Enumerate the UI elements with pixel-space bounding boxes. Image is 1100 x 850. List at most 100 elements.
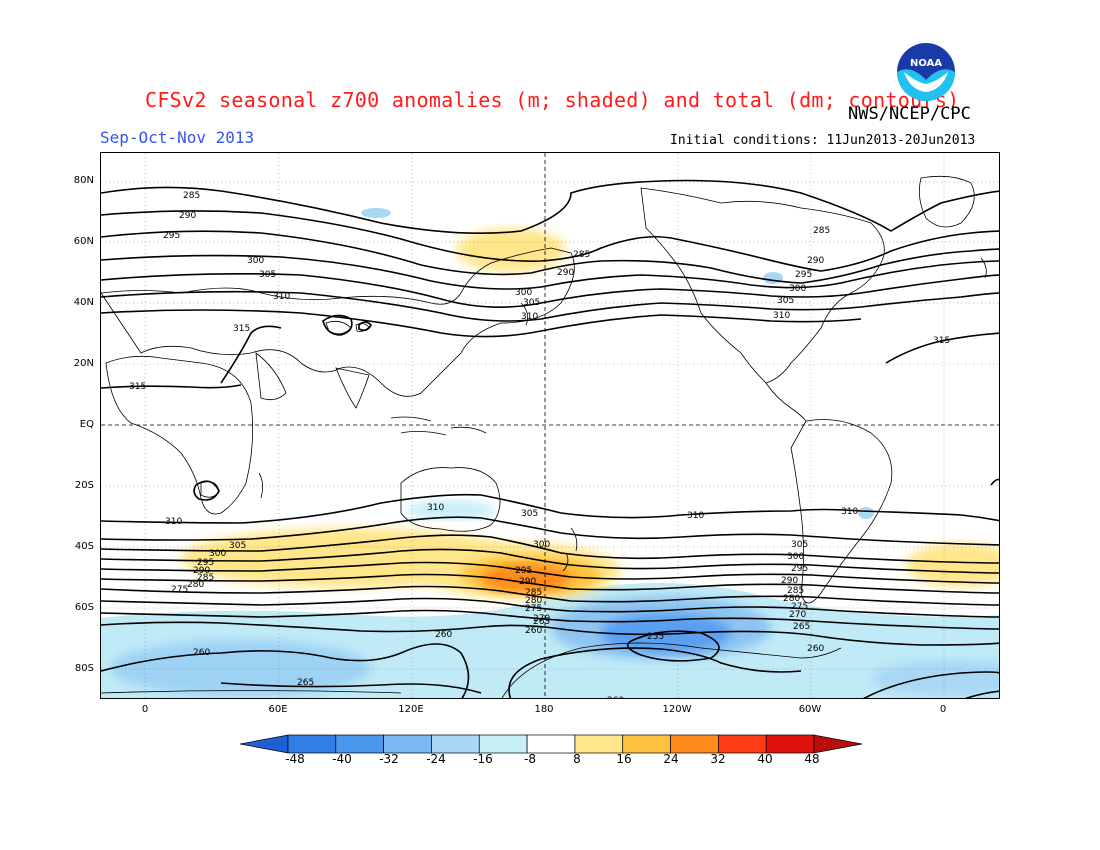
contour-label: 310 — [427, 503, 444, 513]
colorbar-tick: 48 — [804, 752, 820, 766]
contour-label: 285 — [525, 588, 542, 598]
contour-label: 265 — [297, 678, 314, 688]
contour-label: 285 — [813, 226, 830, 236]
colorbar-tick: -40 — [332, 752, 352, 766]
lat-label-20s: 20S — [74, 480, 94, 491]
contour-label: 290 — [519, 577, 536, 587]
contour-label: 300 — [209, 549, 226, 559]
colorbar-tick: 16 — [616, 752, 632, 766]
colorbar-segment — [670, 734, 719, 754]
contour-label: 260 — [807, 644, 824, 654]
contour-label: 305 — [259, 270, 276, 280]
lon-label-120e: 120E — [398, 704, 424, 715]
contour-label: 285 — [787, 586, 804, 596]
contour-label: 315 — [233, 324, 250, 334]
colorbar-segment — [287, 734, 337, 754]
contour-label: 300 — [515, 288, 532, 298]
colorbar-segment — [622, 734, 671, 754]
lat-label-80s: 80S — [74, 663, 94, 674]
contour-label: 285 — [197, 573, 214, 583]
contour-label: 300 — [247, 256, 264, 266]
contour-label: 260 — [607, 696, 624, 699]
contour-label: 290 — [193, 566, 210, 576]
contour-label: 270 — [533, 614, 550, 624]
contour-label: 310 — [773, 311, 790, 321]
contour-label: 300 — [787, 552, 804, 562]
contour-label: 270 — [789, 610, 806, 620]
map-title: CFSv2 seasonal z700 anomalies (m; shaded… — [145, 88, 960, 112]
contour-label: 275 — [171, 585, 188, 595]
colorbar-segment — [239, 734, 289, 754]
colorbar-tick: -8 — [524, 752, 536, 766]
contour-label: 315 — [933, 336, 950, 346]
colorbar-tick: 8 — [573, 752, 581, 766]
lat-label-60n: 60N — [73, 236, 94, 247]
contour-label: 295 — [197, 558, 214, 568]
colorbar-segment — [526, 734, 576, 754]
lat-label-20n: 20N — [73, 358, 94, 369]
contour-label: 310 — [687, 511, 704, 521]
contour-label: 280 — [783, 594, 800, 604]
contour-label: 260 — [435, 630, 452, 640]
contour-label: 295 — [515, 566, 532, 576]
colorbar-segment — [431, 734, 480, 754]
contour-label: 315 — [129, 382, 146, 392]
contour-label: 285 — [183, 191, 200, 201]
contour-label: 290 — [781, 576, 798, 586]
contour-label: 265 — [793, 622, 810, 632]
contour-label: 305 — [521, 509, 538, 519]
initial-conditions-label: Initial conditions: 11Jun2013-20Jun2013 — [670, 133, 976, 148]
contour-label: 305 — [523, 298, 540, 308]
colorbar-segment — [718, 734, 767, 754]
colorbar-tick: -16 — [473, 752, 493, 766]
map-panel: 285 290 295 300 305 310 315 285 290 300 … — [100, 152, 1000, 699]
lat-label-eq: EQ — [79, 419, 94, 430]
lat-label-40s: 40S — [74, 541, 94, 552]
lat-label-80n: 80N — [73, 175, 94, 186]
colorbar-tick: 32 — [710, 752, 726, 766]
lon-label-60e: 60E — [268, 704, 288, 715]
contour-label: 255 — [647, 632, 664, 642]
colorbar-segment — [335, 734, 384, 754]
contour-label: 300 — [533, 540, 550, 550]
contour-label: 260 — [525, 626, 542, 636]
lon-label-180: 180 — [534, 704, 554, 715]
lon-label-0: 0 — [141, 704, 149, 715]
colorbar-tick: 24 — [663, 752, 679, 766]
lon-label-60w: 60W — [798, 704, 822, 715]
coastlines — [101, 175, 987, 698]
colorbar-segment — [383, 734, 432, 754]
anomaly-shading — [101, 208, 999, 698]
contour-label: 280 — [525, 596, 542, 606]
contour-label: 275 — [791, 602, 808, 612]
lat-label-40n: 40N — [73, 297, 94, 308]
contour-label: 295 — [163, 231, 180, 241]
contour-label: 310 — [521, 312, 538, 322]
contours-north — [101, 179, 999, 501]
season-label: Sep-Oct-Nov 2013 — [100, 128, 255, 147]
contour-label: 280 — [187, 580, 204, 590]
contour-label: 285 — [573, 250, 590, 260]
contour-label: 310 — [273, 292, 290, 302]
lon-label-120w: 120W — [662, 704, 692, 715]
contour-label: 295 — [795, 270, 812, 280]
colorbar-tick: -32 — [379, 752, 399, 766]
colorbar-segment — [813, 734, 863, 754]
logo-text: NOAA — [910, 58, 942, 69]
contour-label: 265 — [533, 617, 550, 627]
contour-labels: 285 290 295 300 305 310 315 285 290 300 … — [129, 191, 950, 699]
contour-label: 305 — [229, 541, 246, 551]
contour-label: 275 — [525, 604, 542, 614]
contour-label: 260 — [193, 648, 210, 658]
contour-label: 305 — [777, 296, 794, 306]
contour-label: 290 — [557, 268, 574, 278]
contour-label: 295 — [791, 564, 808, 574]
contour-label: 300 — [789, 284, 806, 294]
contour-label: 305 — [791, 540, 808, 550]
colorbar-tick: -24 — [426, 752, 446, 766]
contour-label: 310 — [841, 507, 858, 517]
colorbar-segment — [478, 734, 528, 754]
agency-label: NWS/NCEP/CPC — [848, 104, 971, 124]
contours-south — [101, 493, 999, 698]
colorbar-tick: 40 — [757, 752, 773, 766]
